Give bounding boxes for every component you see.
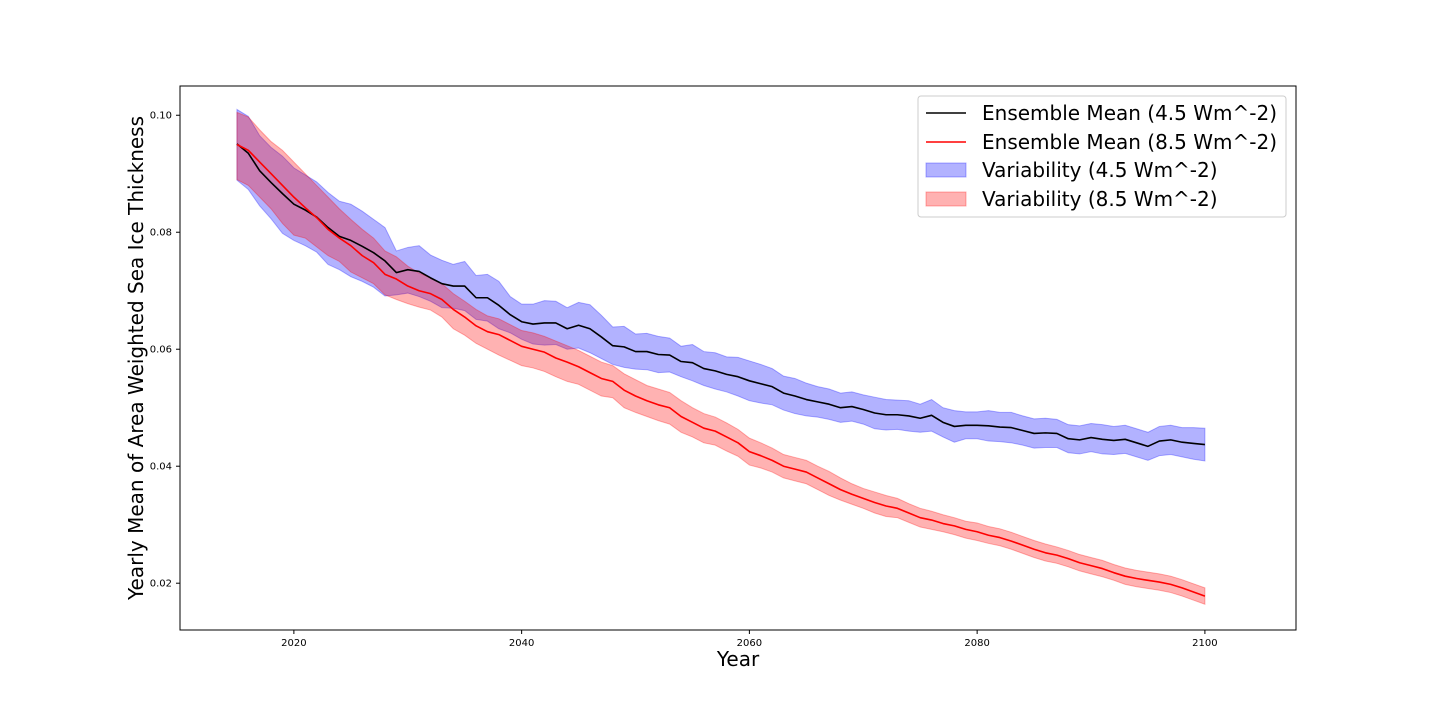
y-axis: 0.02 0.04 0.06 0.08 0.10: [150, 111, 180, 590]
x-tick-label: 2080: [964, 638, 989, 649]
band-series-3: [236, 111, 1206, 605]
y-tick-label: 0.02: [150, 579, 172, 590]
legend-label: Variability (4.5 Wm^-2): [982, 158, 1218, 182]
legend-frame: [917, 95, 1287, 218]
y-tick-label: 0.08: [150, 228, 172, 239]
legend-swatch-band: [925, 162, 967, 178]
line-series-1: [236, 143, 1206, 597]
x-tick-label: 2060: [737, 638, 762, 649]
x-axis-label: Year: [716, 647, 760, 671]
y-tick-label: 0.06: [150, 345, 172, 356]
variability-bands: [236, 108, 1206, 605]
ensemble-mean-lines: [236, 143, 1206, 597]
legend: Ensemble Mean (4.5 Wm^-2) Ensemble Mean (…: [917, 95, 1287, 218]
legend-swatch-band: [925, 191, 967, 207]
y-axis-label: Yearly Mean of Area Weighted Sea Ice Thi…: [124, 116, 148, 601]
x-tick-label: 2100: [1192, 638, 1217, 649]
y-tick-label: 0.04: [150, 462, 172, 473]
x-axis: 2020 2040 2060 2080 2100: [281, 630, 1218, 649]
x-tick-label: 2040: [509, 638, 534, 649]
plot-frame: [179, 85, 1297, 631]
line-series-0: [236, 143, 1205, 448]
y-tick-label: 0.10: [150, 111, 172, 122]
legend-label: Variability (8.5 Wm^-2): [982, 187, 1218, 211]
x-tick-label: 2020: [281, 638, 306, 649]
band-series-2: [236, 108, 1206, 462]
legend-label: Ensemble Mean (8.5 Wm^-2): [982, 130, 1277, 154]
legend-label: Ensemble Mean (4.5 Wm^-2): [982, 101, 1277, 125]
